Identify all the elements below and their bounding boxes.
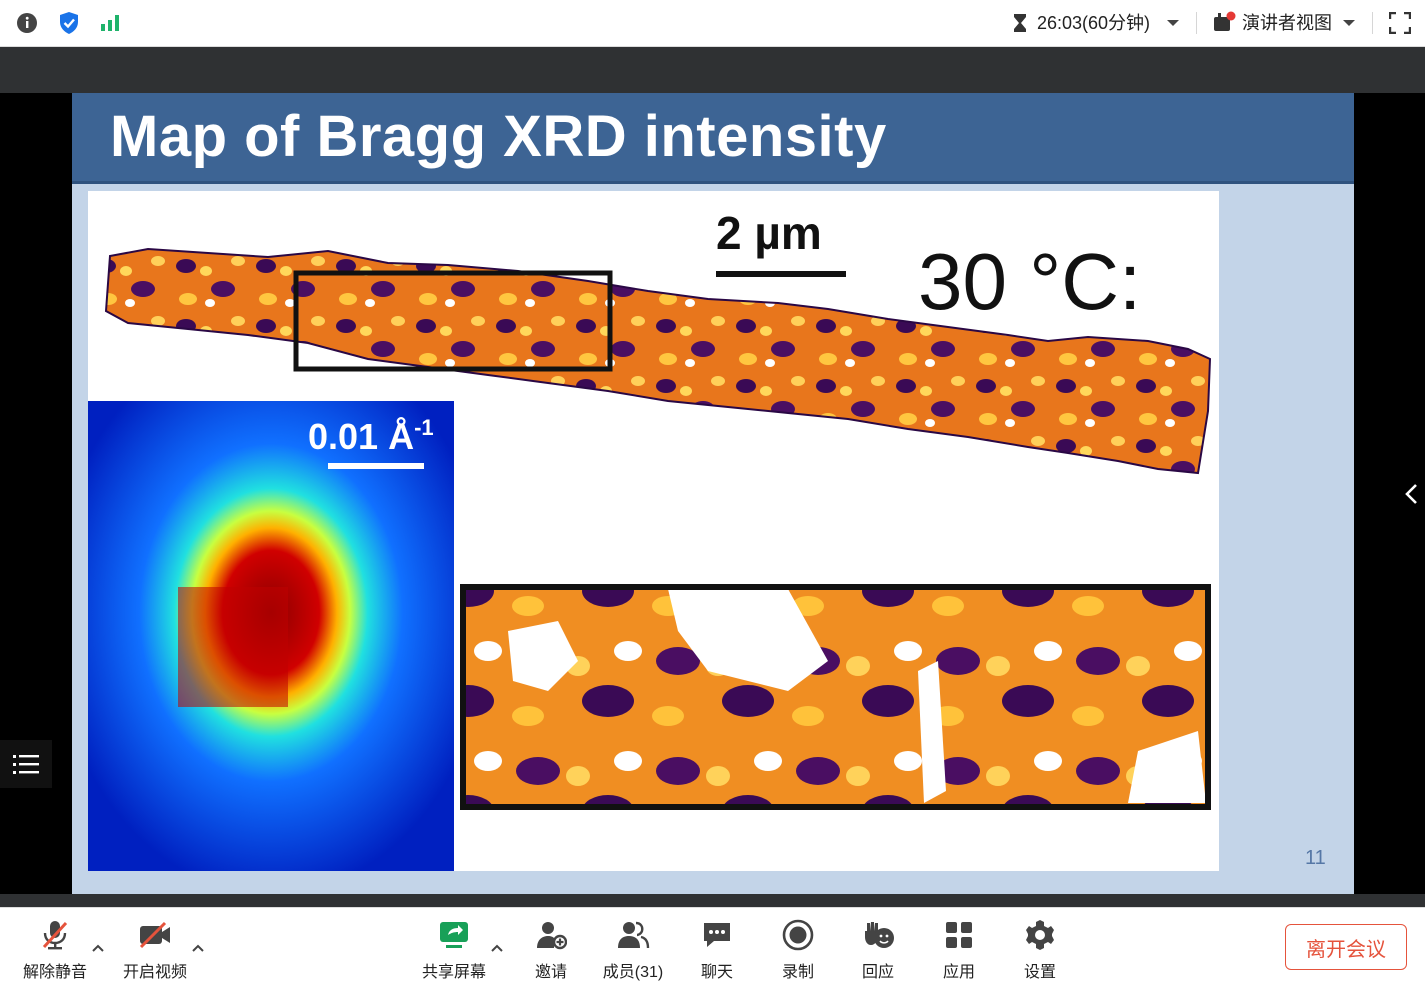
temperature-label: 30 °C:	[918, 237, 1141, 326]
chevron-down-icon[interactable]	[1161, 11, 1185, 35]
slide-title: Map of Bragg XRD intensity	[110, 103, 887, 170]
slide-page-number: 11	[1305, 847, 1326, 870]
shield-icon[interactable]	[57, 11, 81, 35]
chat-button[interactable]: 聊天	[694, 916, 740, 984]
raise-hand-icon	[859, 916, 897, 954]
unmute-button[interactable]: 解除静音	[20, 916, 90, 984]
settings-label: 设置	[1024, 958, 1056, 982]
meeting-toolbar: 解除静音 开启视频 共享屏幕 邀请 成员(31) 聊天	[0, 907, 1425, 987]
info-icon[interactable]	[15, 11, 39, 35]
chevron-left-icon[interactable]	[1398, 478, 1424, 510]
start-video-label: 开启视频	[123, 958, 187, 982]
signal-icon[interactable]	[98, 11, 122, 35]
start-video-button[interactable]: 开启视频	[120, 916, 190, 984]
settings-button[interactable]: 设置	[1017, 916, 1063, 984]
invite-button[interactable]: 邀请	[528, 916, 574, 984]
meeting-timer[interactable]: 26:03(60分钟)	[1037, 12, 1150, 34]
shared-slide: Map of Bragg XRD intensity	[72, 93, 1354, 894]
scale-bar-um	[716, 271, 846, 277]
apps-label: 应用	[943, 958, 975, 982]
members-label: 成员(31)	[603, 958, 663, 982]
members-icon	[614, 916, 652, 954]
chat-label: 聊天	[701, 958, 733, 982]
slide-list-button[interactable]	[0, 740, 52, 788]
reactions-label: 回应	[862, 958, 894, 982]
record-label: 录制	[782, 958, 814, 982]
scale-bar-q	[328, 463, 424, 469]
gear-icon	[1021, 916, 1059, 954]
scale-bar-um-label: 2 µm	[716, 207, 822, 259]
record-icon	[779, 916, 817, 954]
mic-off-icon	[36, 916, 74, 954]
chevron-up-icon[interactable]	[91, 940, 105, 950]
reactions-button[interactable]: 回应	[855, 916, 901, 984]
stage-bottom-strip	[0, 894, 1425, 907]
share-screen-label: 共享屏幕	[422, 958, 486, 982]
members-button[interactable]: 成员(31)	[598, 916, 668, 984]
presenter-view-label[interactable]: 演讲者视图	[1242, 12, 1332, 34]
chevron-up-icon[interactable]	[191, 940, 205, 950]
apps-icon	[940, 916, 978, 954]
chat-icon	[698, 916, 736, 954]
record-button[interactable]: 录制	[775, 916, 821, 984]
xrd-figure: 2 µm 30 °C: 0.01 Å-1	[88, 191, 1219, 871]
share-screen-icon	[435, 916, 473, 954]
fullscreen-icon[interactable]	[1388, 11, 1412, 35]
apps-button[interactable]: 应用	[936, 916, 982, 984]
invite-label: 邀请	[535, 958, 567, 982]
slide-header: Map of Bragg XRD intensity	[72, 93, 1354, 184]
hourglass-icon	[1008, 11, 1032, 35]
leave-meeting-button[interactable]: 离开会议	[1285, 924, 1407, 970]
chevron-down-icon[interactable]	[1337, 11, 1361, 35]
figure-panel: 2 µm 30 °C: 0.01 Å-1	[88, 191, 1219, 871]
invite-icon	[532, 916, 570, 954]
zoomed-xrd-map	[463, 587, 1208, 807]
list-icon	[13, 753, 39, 775]
stage-top-strip	[0, 47, 1425, 93]
meeting-top-bar: 26:03(60分钟) 演讲者视图	[0, 0, 1425, 47]
unmute-label: 解除静音	[23, 958, 87, 982]
presenter-icon[interactable]	[1212, 11, 1236, 35]
chevron-up-icon[interactable]	[490, 940, 504, 950]
video-off-icon	[136, 916, 174, 954]
share-screen-button[interactable]: 共享屏幕	[418, 916, 490, 984]
